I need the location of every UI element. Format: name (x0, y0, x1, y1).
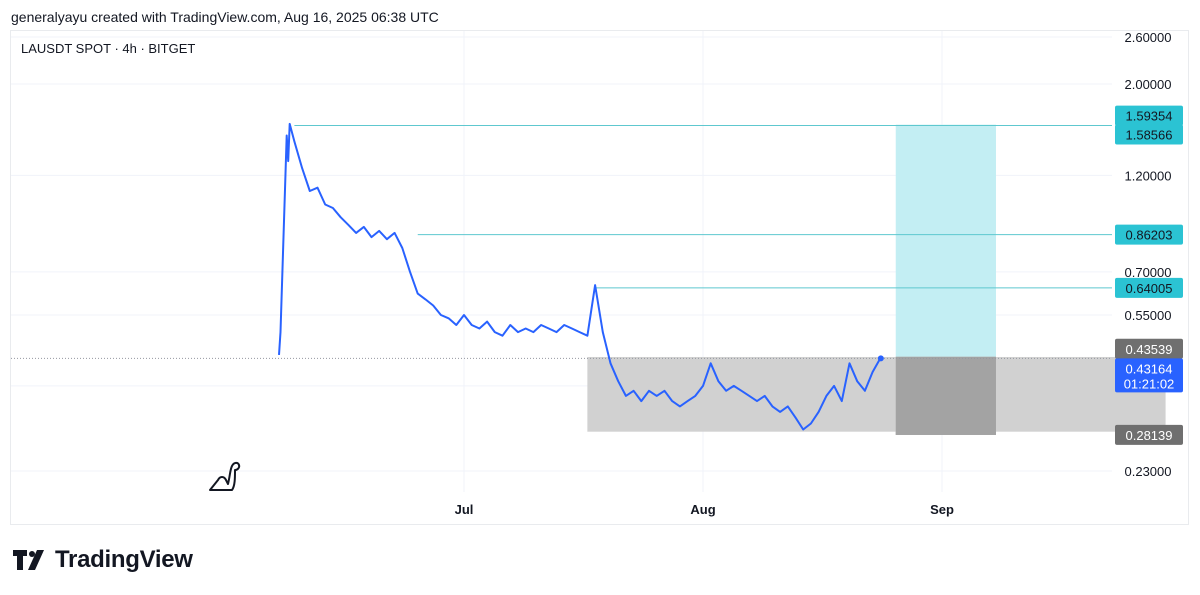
x-tick-label: Jul (455, 502, 474, 517)
x-tick-label: Aug (690, 502, 715, 517)
dino-icon (209, 461, 241, 491)
price-label-target (1115, 277, 1183, 298)
tradingview-logo-icon (13, 550, 44, 570)
y-tick-label: 0.70000 (1125, 265, 1172, 280)
dino-icon-path (209, 461, 241, 491)
symbol-title: LAUSDT SPOT · 4h · BITGET (21, 41, 196, 56)
tradingview-brand: TradingView (55, 546, 193, 573)
price-label-target (1115, 105, 1183, 126)
price-label-text: 1.58566 (1126, 128, 1173, 143)
price-label-text: 1.59354 (1126, 109, 1173, 124)
price-label-gray (1115, 424, 1183, 445)
price-label-text: 0.43539 (1126, 342, 1173, 357)
price-label-text: 0.64005 (1126, 281, 1173, 296)
y-tick-label: 1.20000 (1125, 168, 1172, 183)
price-label-text: 0.43164 (1126, 361, 1173, 376)
attribution-text: generalyayu created with TradingView.com… (11, 9, 439, 25)
price-series-line (278, 122, 882, 431)
price-label-current (1115, 358, 1183, 393)
y-tick-label: 2.00000 (1125, 77, 1172, 92)
y-tick-label: 0.55000 (1125, 308, 1172, 323)
last-price-dot (877, 355, 884, 362)
tradingview-logo: TradingView (13, 546, 193, 574)
x-tick-label: Sep (930, 502, 954, 517)
y-tick-label: 0.23000 (1125, 464, 1172, 479)
price-label-target (1115, 224, 1183, 245)
price-label-text: 0.28139 (1126, 428, 1173, 443)
zone-target (895, 124, 996, 357)
y-tick-label: 2.60000 (1125, 30, 1172, 45)
countdown-text: 01:21:02 (1124, 376, 1175, 391)
price-label-gray (1115, 338, 1183, 359)
zone-stop-overlay (895, 356, 996, 435)
zone-range (587, 356, 1166, 432)
price-label-target (1115, 124, 1183, 145)
price-label-text: 0.86203 (1126, 228, 1173, 243)
